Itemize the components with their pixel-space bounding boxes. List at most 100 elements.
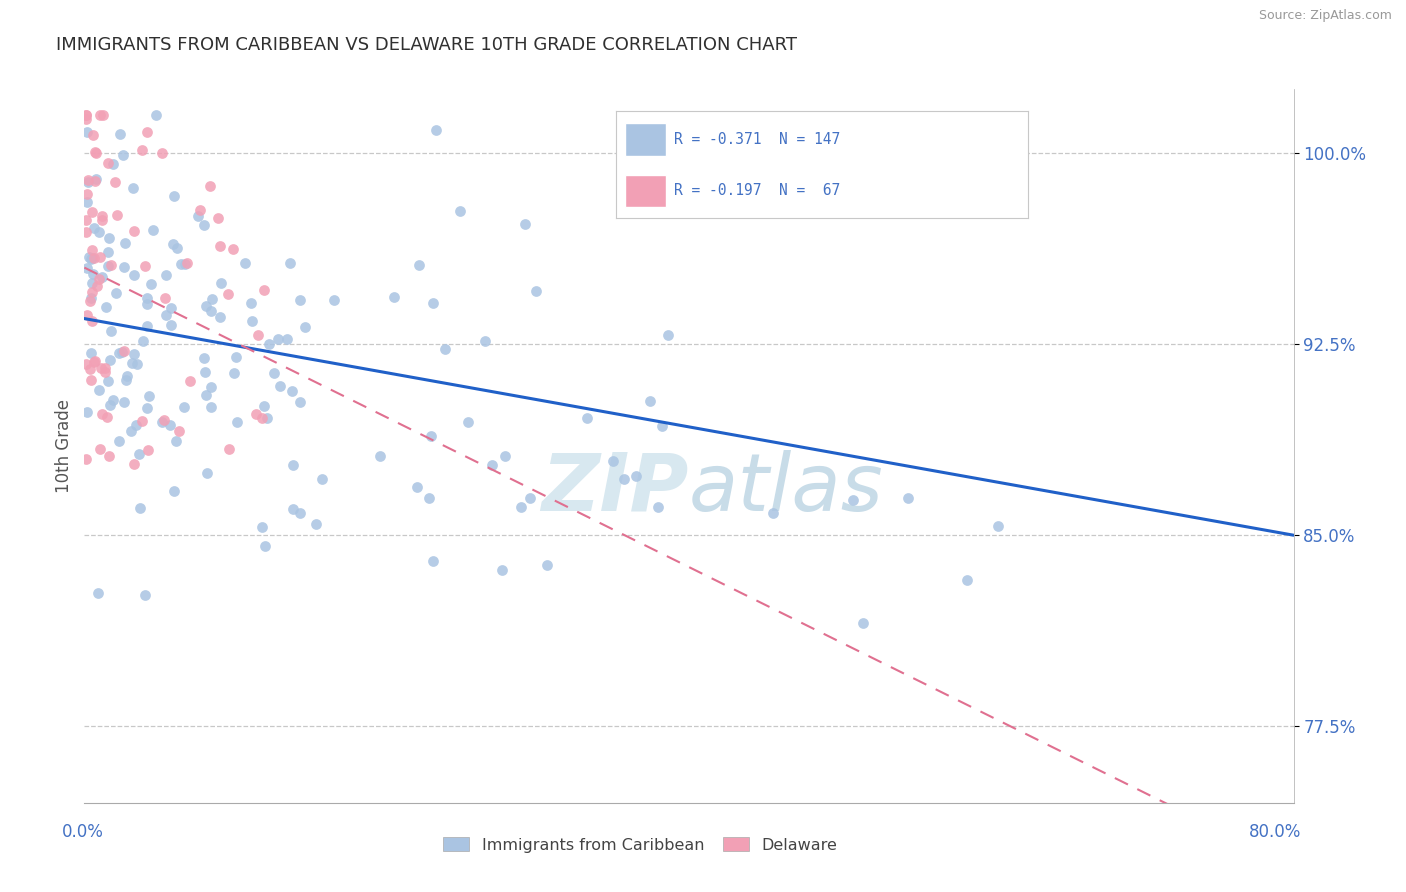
Point <box>250 520 273 534</box>
Point <box>111 344 134 359</box>
Point <box>87 586 110 600</box>
Point <box>150 415 173 429</box>
Point <box>89 108 111 122</box>
Point <box>83 355 105 369</box>
Point <box>75 108 97 122</box>
Point <box>173 401 195 415</box>
Point <box>513 217 536 231</box>
Point <box>194 365 217 379</box>
Point <box>267 331 290 345</box>
Point <box>165 434 187 448</box>
Point <box>89 442 111 456</box>
Text: IMMIGRANTS FROM CARIBBEAN VS DELAWARE 10TH GRADE CORRELATION CHART: IMMIGRANTS FROM CARIBBEAN VS DELAWARE 10… <box>56 36 797 54</box>
Point <box>602 454 624 468</box>
Point <box>382 290 405 304</box>
Point <box>104 175 127 189</box>
Point <box>222 366 245 380</box>
Point <box>294 320 316 334</box>
Point <box>481 458 503 472</box>
Point <box>200 380 222 394</box>
Point <box>136 291 159 305</box>
Point <box>77 175 100 189</box>
Point <box>406 480 429 494</box>
Point <box>82 314 104 328</box>
Point <box>276 332 298 346</box>
Point <box>222 243 245 257</box>
Point <box>187 210 209 224</box>
Point <box>956 573 979 587</box>
Point <box>657 328 679 343</box>
Point <box>128 501 150 516</box>
Point <box>75 112 97 126</box>
Point <box>89 250 111 264</box>
Point <box>368 449 391 463</box>
Point <box>90 360 112 375</box>
Point <box>209 276 232 290</box>
Point <box>897 491 920 505</box>
Point <box>509 500 531 514</box>
Point <box>422 554 444 568</box>
Point <box>201 292 224 306</box>
Point <box>87 383 110 397</box>
Point <box>136 318 159 333</box>
Point <box>122 181 145 195</box>
Point <box>96 409 118 424</box>
Point <box>269 379 291 393</box>
Point <box>613 472 636 486</box>
Point <box>142 223 165 237</box>
Point <box>135 125 157 139</box>
Point <box>125 357 148 371</box>
Point <box>239 296 262 310</box>
Point <box>200 179 222 194</box>
Point <box>90 213 112 227</box>
Point <box>824 198 846 212</box>
Point <box>79 252 101 266</box>
Point <box>131 144 153 158</box>
Point <box>150 146 173 161</box>
Text: atlas: atlas <box>689 450 884 528</box>
Point <box>159 417 181 432</box>
Point <box>252 399 274 413</box>
Point <box>115 368 138 383</box>
Point <box>152 413 174 427</box>
Point <box>434 343 457 357</box>
Point <box>575 411 598 425</box>
Point <box>75 225 97 239</box>
Point <box>155 291 177 305</box>
Point <box>256 410 278 425</box>
Point <box>76 195 98 210</box>
Point <box>80 345 103 359</box>
Point <box>159 318 181 333</box>
Point <box>852 615 875 630</box>
Point <box>122 224 145 238</box>
Point <box>194 388 217 402</box>
Point <box>162 236 184 251</box>
Point <box>494 449 516 463</box>
Point <box>290 394 312 409</box>
Point <box>114 236 136 251</box>
Point <box>83 221 105 235</box>
Point <box>263 366 285 380</box>
Point <box>79 294 101 309</box>
Point <box>278 255 301 269</box>
Point <box>233 256 256 270</box>
Point <box>112 344 135 359</box>
Point <box>179 375 201 389</box>
Point <box>115 373 138 387</box>
Point <box>240 313 263 327</box>
Point <box>173 257 195 271</box>
Point <box>449 203 471 218</box>
Point <box>283 501 305 516</box>
Point <box>84 353 107 368</box>
Point <box>82 205 104 219</box>
Point <box>84 145 107 160</box>
Point <box>536 558 558 572</box>
Point <box>94 361 117 376</box>
Point <box>218 442 240 457</box>
Point <box>208 310 231 324</box>
Point <box>75 451 97 466</box>
Point <box>80 243 103 257</box>
Point <box>80 292 103 306</box>
Point <box>76 405 98 419</box>
Point <box>89 226 111 240</box>
